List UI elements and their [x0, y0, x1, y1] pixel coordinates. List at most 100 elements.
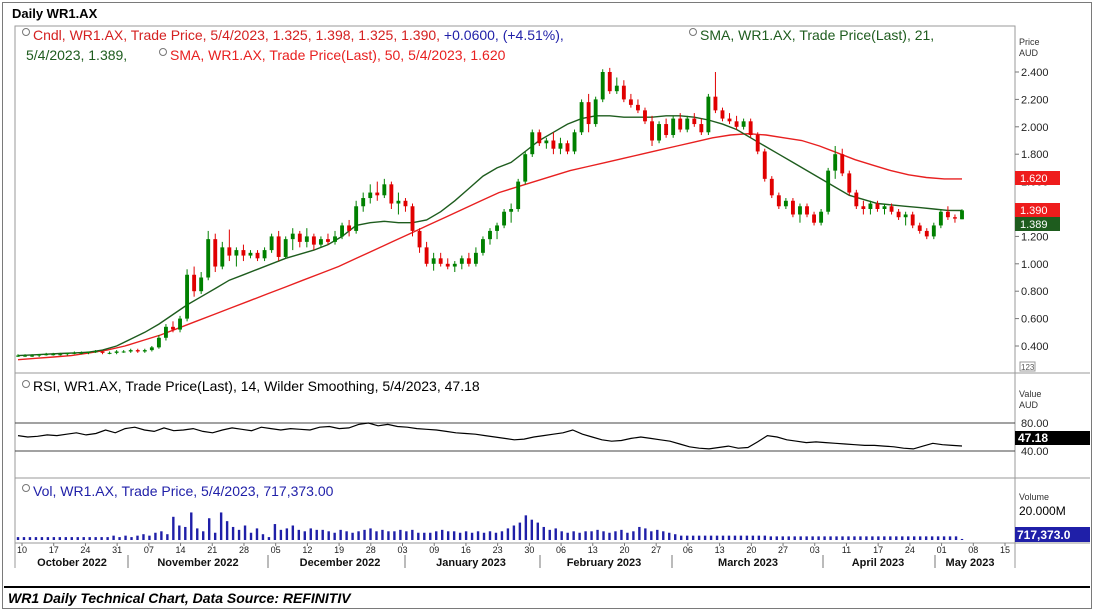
candle: [713, 72, 718, 114]
candle-body: [762, 151, 767, 179]
volume-bar: [895, 536, 898, 540]
volume-bar: [638, 526, 641, 540]
volume-bar: [620, 529, 623, 540]
candle: [734, 115, 739, 130]
rsi-tick-label: 80.00: [1021, 418, 1049, 430]
rsi-axis-title: Value: [1019, 389, 1041, 399]
volume-bar: [811, 536, 814, 540]
chart-title: Daily WR1.AX: [12, 6, 98, 21]
volume-bar: [960, 538, 964, 540]
volume-bar: [470, 532, 474, 540]
price-axis-title: Price: [1019, 37, 1040, 47]
volume-bar: [381, 529, 384, 540]
candle-body: [473, 252, 478, 264]
candle: [269, 233, 274, 253]
candle-body: [79, 352, 84, 354]
legend-toggle-icon[interactable]: [22, 28, 30, 36]
candle-body: [551, 140, 556, 149]
x-month-label: December 2022: [300, 557, 381, 569]
volume-bar: [500, 531, 504, 540]
candle: [135, 348, 140, 353]
volume-bar: [399, 529, 402, 540]
candle-body: [636, 104, 640, 111]
candle-body: [600, 72, 605, 100]
candle: [79, 351, 84, 355]
candle: [586, 93, 591, 133]
candle: [762, 148, 767, 182]
candle: [558, 137, 563, 155]
volume-bar: [393, 531, 396, 540]
volume-bar: [901, 536, 904, 540]
volume-badge: [1015, 527, 1090, 542]
candle: [910, 211, 915, 229]
volume-bar: [351, 532, 354, 540]
candle: [361, 192, 366, 212]
x-day-label: 11: [842, 545, 851, 555]
candle-body: [917, 225, 922, 231]
volume-bar: [817, 536, 820, 540]
volume-bar: [787, 536, 790, 540]
volume-bar: [52, 537, 56, 540]
figure-caption: WR1 Daily Technical Chart, Data Source: …: [8, 590, 351, 606]
candle: [445, 258, 450, 270]
volume-bar: [626, 532, 629, 540]
candle: [114, 350, 119, 355]
volume-bar: [327, 531, 330, 540]
legend-toggle-icon[interactable]: [159, 48, 167, 56]
scale-toggle[interactable]: [1019, 361, 1036, 372]
candle: [537, 129, 542, 146]
volume-bar: [202, 531, 205, 540]
price-plot: [16, 67, 964, 361]
candle: [636, 99, 640, 114]
candle: [51, 352, 56, 356]
candle: [283, 236, 288, 259]
candle: [255, 250, 260, 262]
candle: [16, 354, 20, 357]
candle: [93, 350, 98, 353]
volume-bar: [512, 525, 516, 540]
candle-body: [86, 351, 91, 353]
volume-bar: [411, 529, 414, 540]
price-tick-label: 1.200: [1021, 231, 1049, 243]
candle: [192, 266, 197, 297]
price-legend: Cndl, WR1.AX, Trade Price, 5/4/2023, 1.3…: [22, 27, 934, 63]
legend-toggle-icon[interactable]: [689, 28, 697, 36]
volume-bar: [464, 531, 468, 540]
volume-bar: [913, 536, 916, 540]
candle-body: [910, 214, 915, 226]
candle: [290, 228, 295, 251]
volume-bar: [166, 534, 169, 540]
candle: [438, 252, 443, 267]
volume-bar: [76, 537, 79, 540]
candle: [213, 233, 218, 273]
candle: [466, 252, 471, 267]
candle-body: [220, 247, 225, 267]
sma50-line: [17, 132, 962, 361]
candle: [311, 233, 316, 251]
volume-bar: [494, 532, 498, 540]
volume-bar: [112, 535, 115, 540]
candle: [431, 252, 436, 271]
sma21-badge: [1015, 217, 1060, 231]
candle-body: [650, 121, 654, 141]
candle-body: [607, 72, 612, 92]
candle: [896, 209, 901, 220]
volume-bar: [679, 535, 683, 540]
candle-body: [410, 206, 415, 231]
candle-body: [769, 178, 774, 196]
candle: [354, 200, 359, 234]
x-month-label: January 2023: [436, 557, 506, 569]
candle-body: [628, 99, 633, 105]
volume-bar: [853, 536, 856, 540]
candle-body: [727, 118, 732, 122]
candle-body: [861, 206, 866, 209]
x-day-label: 27: [778, 545, 788, 555]
price-tick-label: 0.600: [1021, 314, 1049, 326]
candle: [551, 132, 556, 155]
legend-toggle-icon[interactable]: [22, 380, 30, 388]
volume-bar: [70, 537, 73, 540]
legend-toggle-icon[interactable]: [22, 484, 30, 492]
volume-bar: [530, 519, 534, 540]
x-day-label: 20: [746, 545, 756, 555]
x-day-label: 03: [810, 545, 820, 555]
